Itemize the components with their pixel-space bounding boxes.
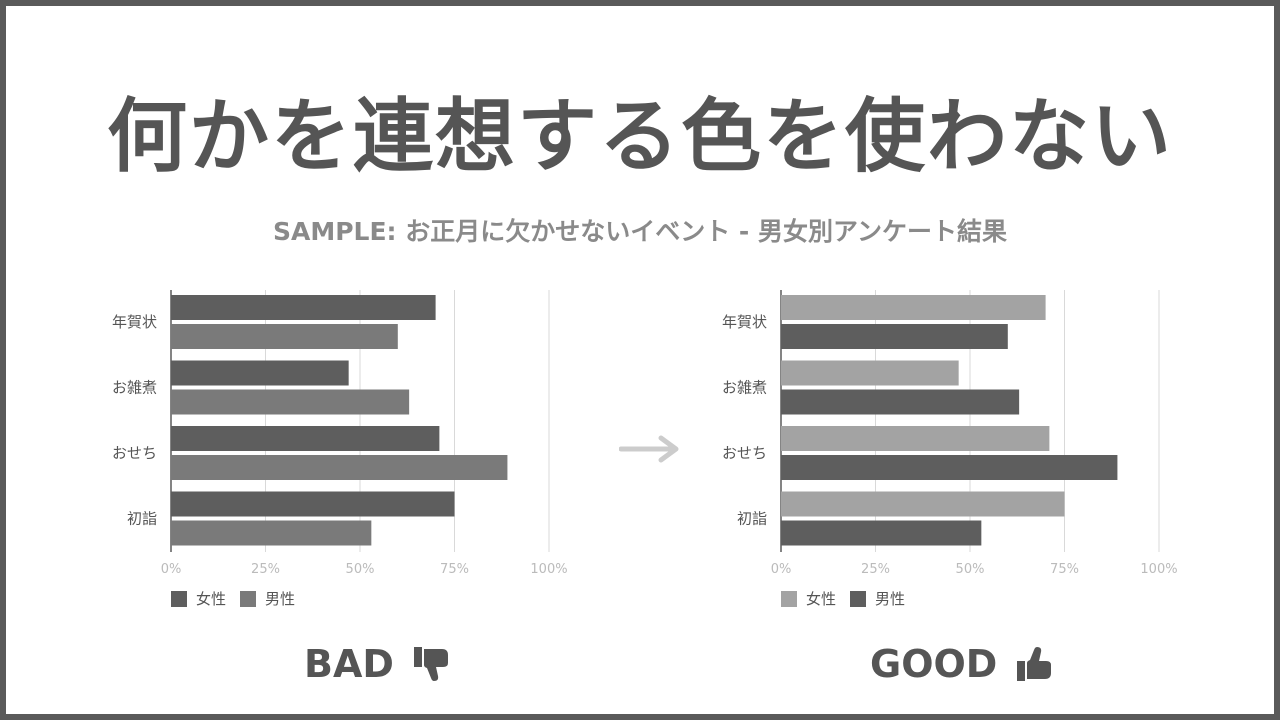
x-tick-label: 50% — [956, 562, 985, 577]
bar-osechi-female — [171, 426, 440, 451]
category-label-osechi: おせち — [112, 444, 157, 462]
legend-item-female: 女性 — [171, 588, 226, 609]
slide-subtitle: SAMPLE: お正月に欠かせないイベント - 男女別アンケート結果 — [272, 217, 1008, 246]
x-tick-label: 75% — [440, 562, 469, 577]
category-label-hatsumode: 初詣 — [127, 510, 157, 528]
legend-item-female: 女性 — [781, 588, 836, 609]
bar-osechi-female — [781, 426, 1050, 451]
good-chart-legend: 女性 男性 — [781, 588, 919, 609]
bad-label: BAD — [304, 642, 394, 686]
x-tick-label: 100% — [530, 562, 567, 577]
legend-swatch-female — [171, 590, 187, 607]
x-tick-label: 25% — [861, 562, 890, 577]
x-tick-label: 0% — [771, 562, 792, 577]
bar-hatsumode-male — [781, 520, 982, 546]
category-label-nengajo: 年賀状 — [112, 313, 157, 331]
category-label-ozoni: お雑煮 — [722, 379, 767, 397]
bar-ozoni-female — [171, 360, 349, 386]
legend-swatch-male — [240, 590, 257, 607]
x-tick-label: 25% — [251, 562, 280, 577]
bar-hatsumode-male — [171, 520, 372, 546]
legend-label-male: 男性 — [875, 590, 906, 608]
thumbs-up-icon — [1017, 647, 1052, 681]
arrow-right-icon — [619, 435, 679, 463]
bar-ozoni-female — [781, 360, 959, 386]
bar-nengajo-male — [781, 324, 1008, 349]
slide-title: 何かを連想する色を使わない — [107, 90, 1173, 183]
good-label: GOOD — [870, 642, 998, 686]
category-label-nengajo: 年賀状 — [722, 313, 767, 331]
category-label-ozoni: お雑煮 — [112, 379, 157, 397]
category-label-hatsumode: 初詣 — [737, 510, 767, 528]
legend-label-female: 女性 — [806, 590, 837, 608]
legend-item-male: 男性 — [240, 588, 295, 609]
legend-label-female: 女性 — [196, 590, 227, 608]
x-tick-label: 50% — [346, 562, 375, 577]
legend-label-male: 男性 — [265, 590, 296, 608]
thumbs-down-icon — [413, 647, 448, 681]
bar-osechi-male — [171, 455, 508, 480]
bar-hatsumode-female — [171, 491, 455, 517]
x-tick-label: 0% — [161, 562, 182, 577]
bar-ozoni-male — [781, 389, 1020, 415]
x-tick-label: 100% — [1140, 562, 1177, 577]
category-label-osechi: おせち — [722, 444, 767, 462]
legend-item-male: 男性 — [850, 588, 905, 609]
bar-osechi-male — [781, 455, 1118, 480]
good-example-chart: 0% 25% 50% 75% 100% 年賀状お雑煮おせち初詣 女性 男性 — [706, 276, 1186, 626]
bar-nengajo-female — [781, 295, 1046, 320]
x-tick-label: 75% — [1050, 562, 1079, 577]
bar-nengajo-female — [171, 295, 436, 320]
bad-example-chart: 0% 25% 50% 75% 100% 年賀状お雑煮おせち初詣 女性 男性 — [96, 276, 576, 626]
bar-ozoni-male — [171, 389, 410, 415]
bar-nengajo-male — [171, 324, 398, 349]
bar-hatsumode-female — [781, 491, 1065, 517]
good-verdict: GOOD — [870, 642, 1057, 686]
bad-verdict: BAD — [304, 642, 454, 686]
legend-swatch-male — [850, 590, 867, 607]
bad-chart-legend: 女性 男性 — [171, 588, 309, 609]
legend-swatch-female — [781, 590, 797, 607]
